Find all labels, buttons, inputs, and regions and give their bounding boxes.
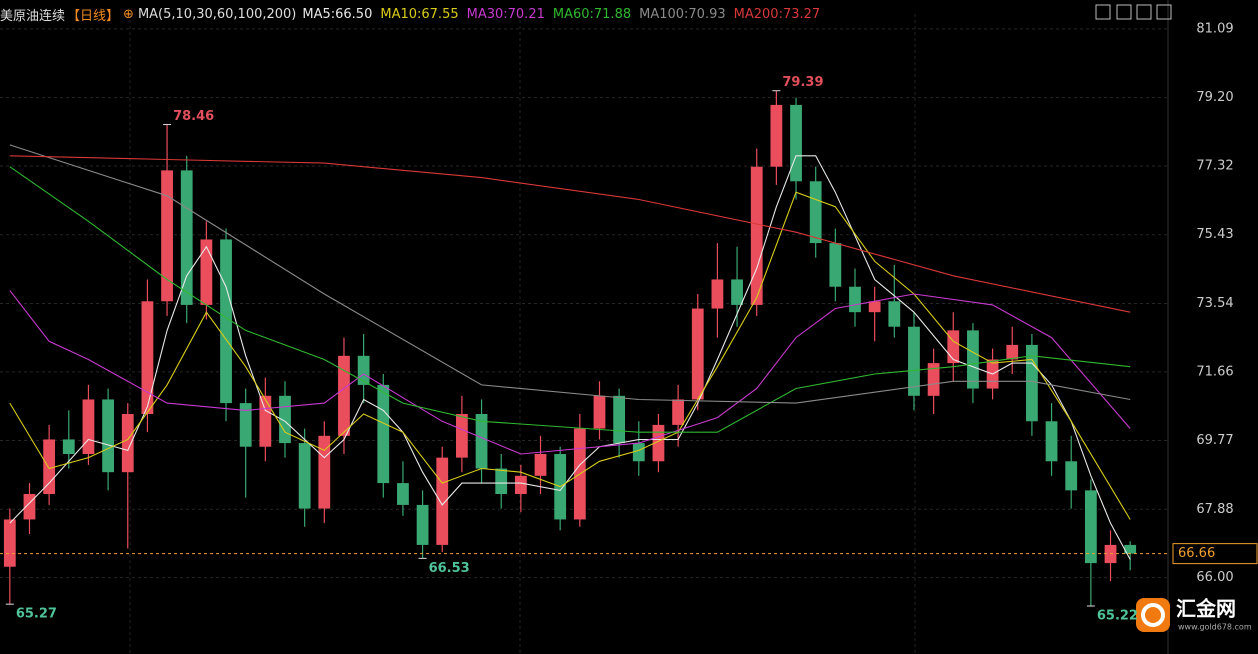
candle-body bbox=[652, 424, 665, 462]
candle-body bbox=[1065, 461, 1078, 491]
candle-body bbox=[3, 519, 16, 567]
candle-body bbox=[770, 104, 783, 167]
candle-body bbox=[849, 286, 861, 313]
legend-entry: MA100:70.93 bbox=[639, 6, 726, 22]
legend-entry: MA60:71.88 bbox=[552, 6, 632, 22]
logo-mark bbox=[1141, 603, 1165, 627]
y-tick-label: 69.77 bbox=[1196, 433, 1233, 448]
candle-body bbox=[711, 279, 724, 309]
candle-body bbox=[141, 301, 154, 414]
candle-body bbox=[279, 395, 291, 444]
candle-body bbox=[1124, 544, 1137, 554]
legend-entry: MA5:66.50 bbox=[302, 6, 373, 22]
candle-body bbox=[514, 475, 527, 494]
logo-name: 汇金网 bbox=[1176, 597, 1236, 621]
y-tick-label: 66.00 bbox=[1196, 570, 1233, 585]
candle-body bbox=[397, 483, 409, 505]
ma-line bbox=[9, 191, 1131, 520]
tool-icon[interactable] bbox=[1116, 4, 1132, 20]
annotation-label: 78.46 bbox=[173, 109, 214, 124]
candle-body bbox=[82, 399, 95, 454]
candle-body bbox=[121, 414, 134, 473]
candle-body bbox=[357, 355, 370, 385]
symbol: 美原油连续 bbox=[0, 8, 66, 24]
candle-body bbox=[200, 239, 213, 305]
candle-body bbox=[534, 454, 547, 476]
y-tick-label: 81.09 bbox=[1196, 21, 1233, 36]
candle-body bbox=[456, 414, 468, 458]
candle-body bbox=[790, 104, 802, 182]
legend-entry: MA10:67.55 bbox=[380, 6, 459, 22]
candle-body bbox=[967, 330, 979, 389]
ma-line bbox=[9, 144, 1131, 404]
candle-body bbox=[338, 355, 350, 436]
candle-body bbox=[927, 363, 940, 396]
ma-line bbox=[9, 155, 1131, 313]
candle-body bbox=[868, 301, 881, 313]
annotation-label: 66.53 bbox=[429, 561, 470, 576]
candle-body bbox=[259, 395, 272, 447]
candle-body bbox=[1006, 344, 1019, 360]
logo: 汇金网 www.gold678.com bbox=[1136, 597, 1252, 632]
logo-url: www.gold678.com bbox=[1178, 623, 1252, 632]
candle-body bbox=[377, 384, 390, 484]
candle-body bbox=[180, 170, 193, 305]
candle-body bbox=[239, 403, 252, 447]
logo-icon bbox=[1136, 598, 1170, 632]
candle-body bbox=[593, 395, 606, 429]
legend-entry: MA200:73.27 bbox=[733, 6, 821, 22]
candle-body bbox=[731, 279, 743, 305]
candle-body bbox=[102, 399, 114, 473]
candle-body bbox=[62, 439, 75, 454]
candle-body bbox=[1045, 421, 1058, 462]
candle-body bbox=[220, 239, 232, 404]
last-price-box bbox=[1172, 543, 1258, 565]
candle-body bbox=[298, 443, 311, 509]
candle-body bbox=[23, 494, 36, 520]
candle-body bbox=[1026, 344, 1038, 422]
candle-body bbox=[1084, 490, 1097, 564]
candle-body bbox=[947, 330, 960, 364]
candle-body bbox=[829, 243, 842, 287]
toolbar[interactable] bbox=[1095, 4, 1172, 20]
candle-body bbox=[475, 414, 488, 469]
candle-body bbox=[888, 301, 901, 327]
y-tick-label: 73.54 bbox=[1196, 296, 1233, 311]
candle-body bbox=[908, 326, 920, 396]
candle-body bbox=[318, 435, 331, 509]
y-tick-label: 77.32 bbox=[1196, 159, 1233, 174]
candle-body bbox=[43, 439, 56, 494]
candle-body bbox=[632, 443, 645, 462]
candle-body bbox=[416, 504, 429, 545]
y-tick-label: 79.20 bbox=[1196, 90, 1233, 105]
candle-body bbox=[691, 308, 704, 400]
y-tick-label: 71.66 bbox=[1196, 364, 1233, 379]
tool-icon[interactable] bbox=[1156, 4, 1172, 20]
last-price-label: 66.66 bbox=[1178, 546, 1215, 561]
candle-body bbox=[161, 170, 173, 302]
tool-icon[interactable] bbox=[1095, 4, 1111, 20]
y-tick-label: 75.43 bbox=[1196, 227, 1233, 242]
indicator: MA(5,10,30,60,100,200) bbox=[137, 6, 297, 22]
annotation-label: 65.27 bbox=[16, 607, 57, 622]
annotation-label: 79.39 bbox=[782, 75, 823, 90]
settings-icon[interactable]: ⊕ bbox=[123, 6, 134, 22]
y-tick-label: 67.88 bbox=[1196, 502, 1233, 517]
candle-body bbox=[613, 395, 626, 444]
candle-body bbox=[672, 399, 684, 425]
ma-line bbox=[9, 290, 1131, 455]
candle-body bbox=[495, 468, 508, 494]
legend-entry: MA30:70.21 bbox=[466, 6, 545, 22]
candle-body bbox=[750, 166, 763, 305]
annotation-label: 65.22 bbox=[1097, 609, 1138, 624]
ma-line bbox=[9, 155, 1131, 560]
candle-body bbox=[436, 457, 449, 545]
candle-body bbox=[809, 181, 822, 244]
period[interactable]: 【日线】 bbox=[67, 8, 120, 24]
ma-line bbox=[9, 166, 1131, 433]
tool-icon[interactable] bbox=[1136, 4, 1152, 20]
header: 美原油连续 【日线】 ⊕ MA(5,10,30,60,100,200) MA5:… bbox=[0, 4, 828, 24]
